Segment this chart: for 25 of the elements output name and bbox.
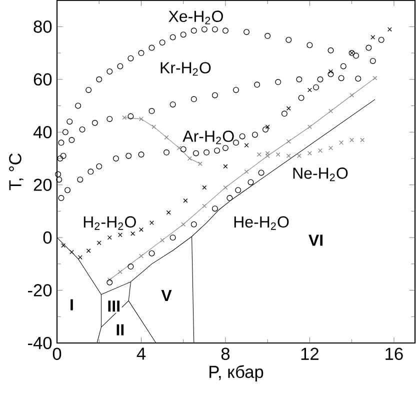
annotation: III: [108, 300, 120, 312]
x-tick-label: 16: [386, 348, 403, 360]
y-tick-label: 20: [34, 178, 52, 191]
x-axis-title: P, кбар: [210, 365, 264, 382]
y-tick-label: 0: [43, 231, 52, 244]
legend-label: Xe-H$_{2}$O: [168, 10, 223, 24]
y-tick-label: -40: [28, 336, 52, 350]
annotation: VI: [308, 234, 323, 246]
x-tick-label: 0: [52, 348, 62, 360]
y-tick-label: 60: [34, 73, 52, 86]
y-tick-label: -20: [28, 284, 52, 296]
y-tick-label: 40: [33, 126, 52, 138]
x-tick-label: 12: [301, 348, 318, 360]
x-tick-label: 8: [221, 348, 230, 360]
series-label: He-H$_{2}$O: [234, 216, 289, 230]
series-label: Ar-H$_{2}$O: [182, 130, 234, 144]
x-tick-label: 4: [136, 348, 146, 360]
annotation: I: [70, 299, 73, 310]
series-label: H$_{2}$-H$_{2}$O: [84, 216, 136, 230]
series-label: Ne-H$_{2}$O: [293, 168, 348, 182]
series-label: Kr-H$_{2}$O: [160, 62, 211, 76]
y-tick-label: 80: [34, 20, 52, 33]
y-axis-title: T, °C: [9, 153, 24, 190]
annotation: II: [116, 324, 124, 336]
annotation: V: [161, 290, 172, 302]
